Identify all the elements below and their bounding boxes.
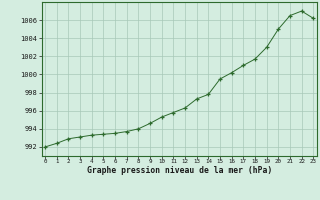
X-axis label: Graphe pression niveau de la mer (hPa): Graphe pression niveau de la mer (hPa)	[87, 166, 272, 175]
